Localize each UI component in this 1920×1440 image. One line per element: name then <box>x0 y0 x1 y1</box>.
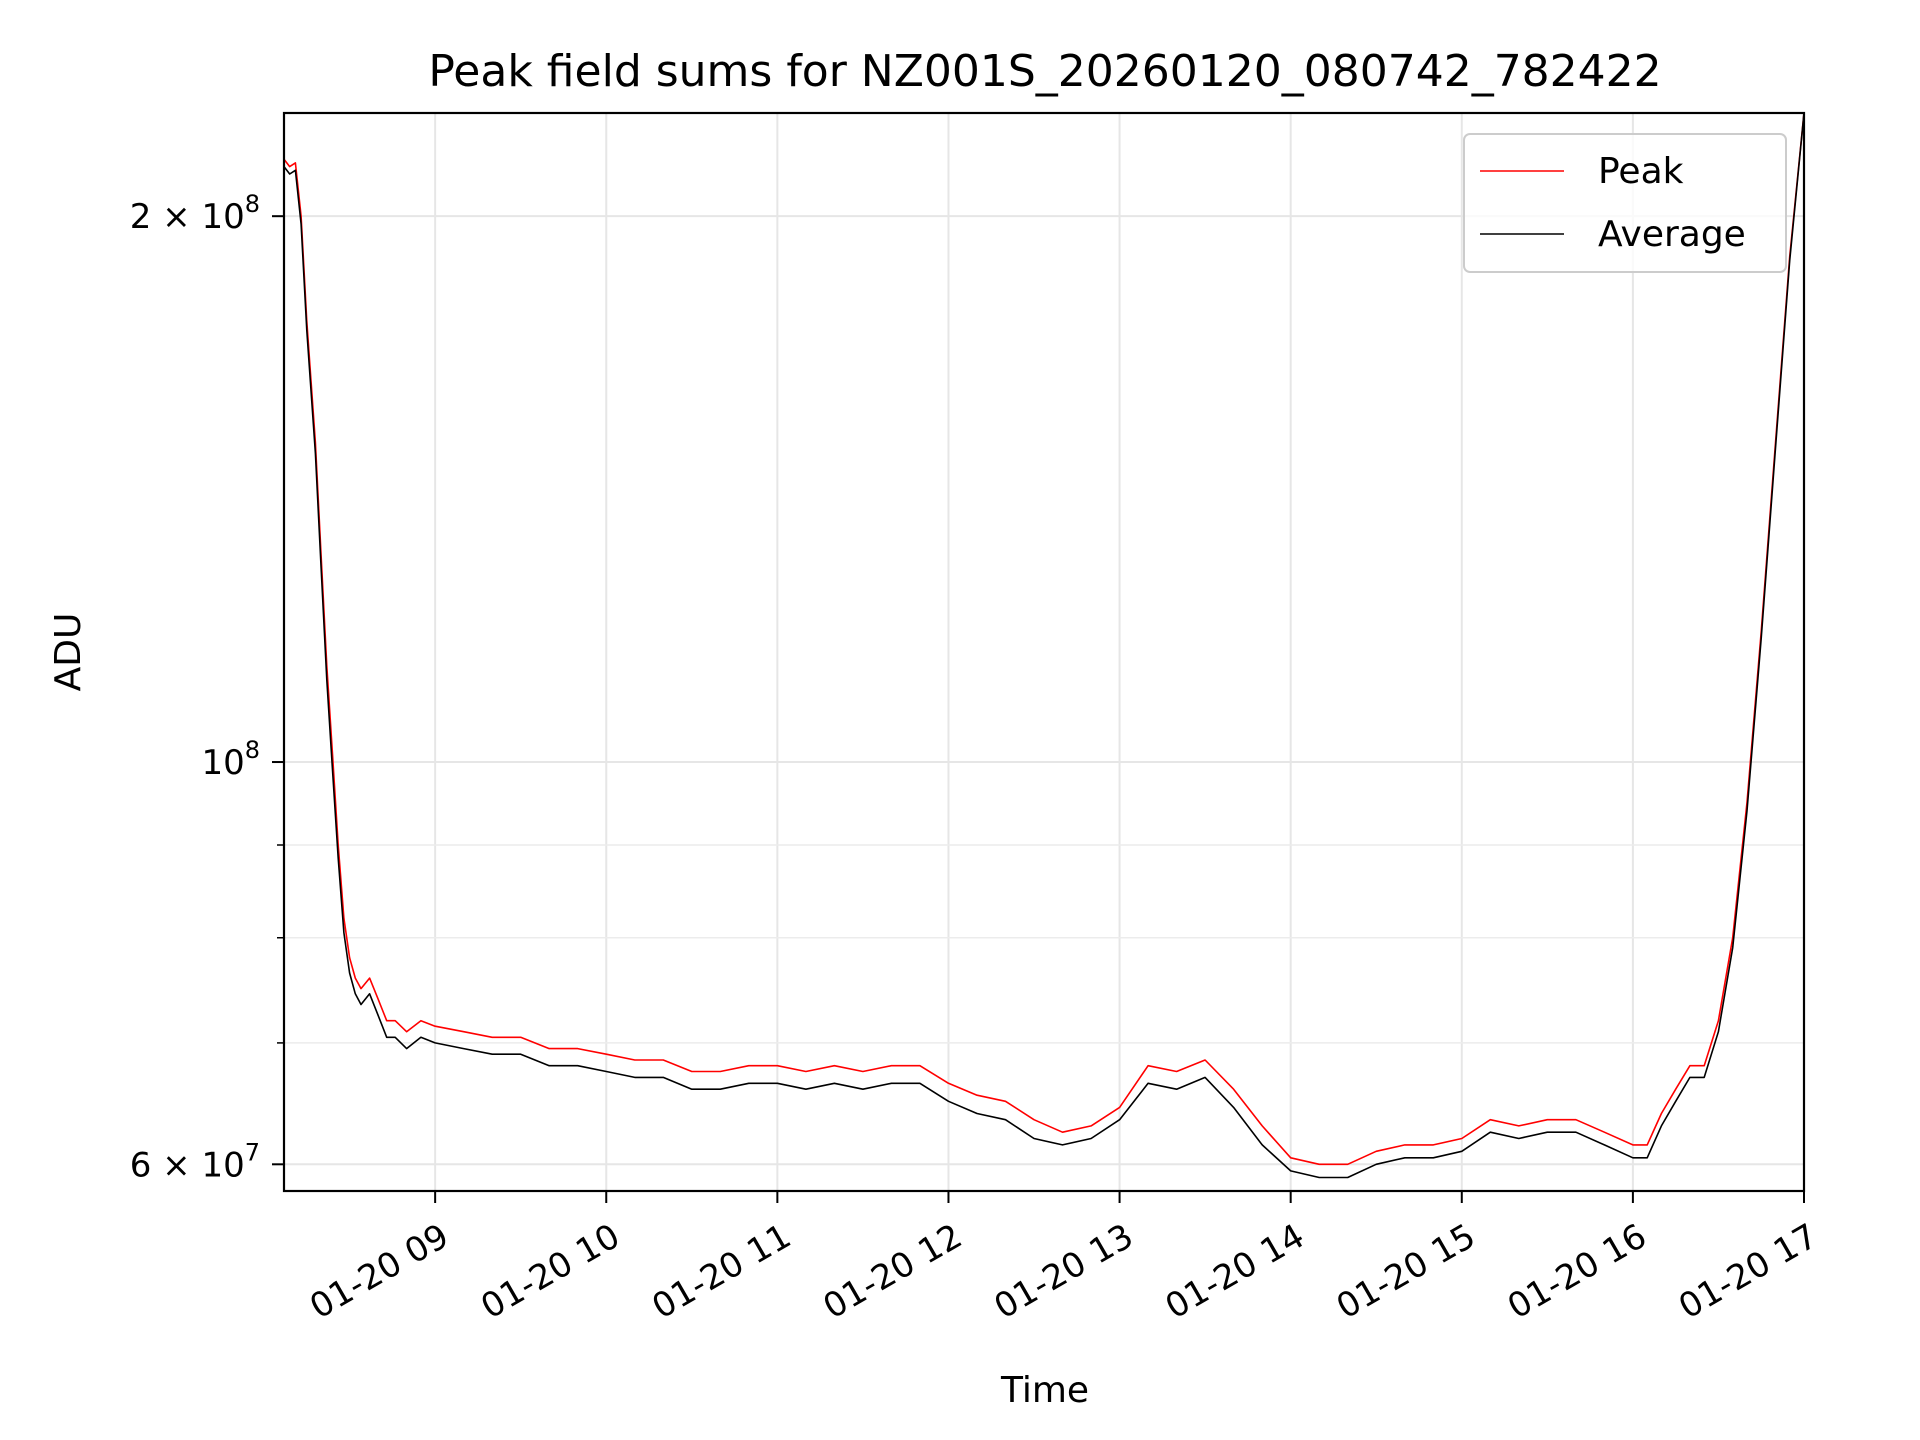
plot-frame <box>282 111 1806 1193</box>
x-axis-label: Time <box>1000 1370 1089 1411</box>
series-line-peak <box>283 112 1805 1166</box>
y-tick-label: 6 × 107 <box>130 1138 260 1185</box>
plot-area <box>284 113 1804 1191</box>
legend-label-peak: Peak <box>1598 151 1684 192</box>
legend: Peak Average <box>1463 133 1787 273</box>
legend-box <box>1463 133 1787 273</box>
series-line-average <box>283 112 1805 1179</box>
chart-title: Peak field sums for NZ001S_20260120_0807… <box>428 46 1661 97</box>
legend-label-average: Average <box>1598 214 1746 255</box>
series-layer <box>283 112 1805 1179</box>
y-axis-ticks: 6 × 107 108 2 × 108 <box>130 190 284 1185</box>
y-axis-label: ADU <box>48 613 89 692</box>
y-tick-label: 2 × 108 <box>130 190 260 237</box>
y-tick-label: 108 <box>201 736 260 783</box>
